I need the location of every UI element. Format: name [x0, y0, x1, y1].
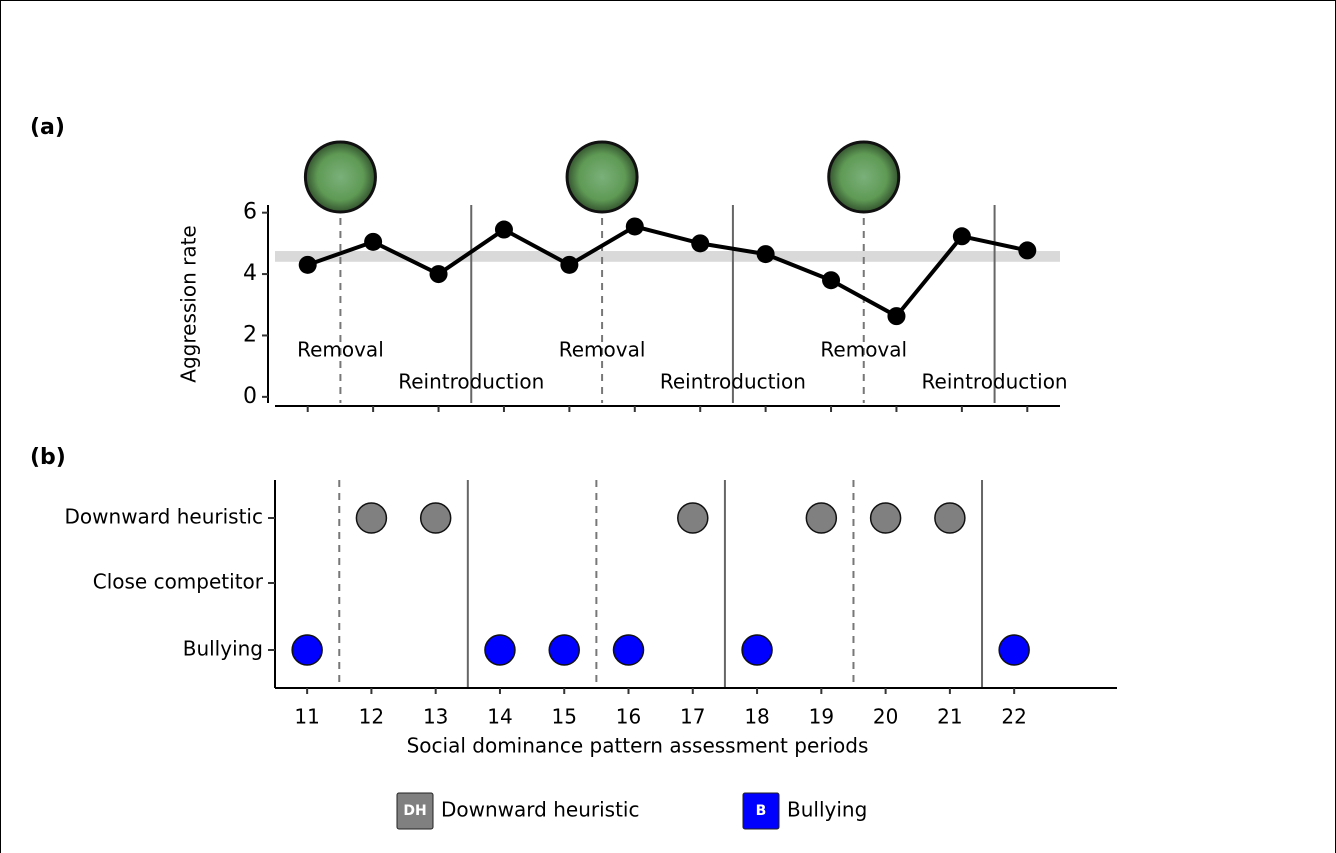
legend-label: Bullying: [787, 798, 867, 822]
legend-symbol: B: [756, 803, 767, 819]
x-axis-label: Social dominance pattern assessment peri…: [407, 734, 869, 758]
x-tick-label: 11: [294, 705, 319, 729]
y-axis-label: Aggression rate: [177, 225, 201, 382]
panel-label: (b): [30, 445, 66, 470]
phase-annotation: Reintroduction: [922, 370, 1068, 394]
phase-annotation: Removal: [559, 338, 646, 362]
phase-annotation: Removal: [820, 338, 907, 362]
phase-annotation: Removal: [297, 338, 384, 362]
frame: [1, 1, 1336, 853]
x-tick-label: 18: [744, 705, 769, 729]
data-point: [560, 256, 578, 274]
bird-photo: [829, 142, 899, 212]
y-tick-label: 0: [243, 384, 257, 409]
data-point: [999, 635, 1029, 665]
x-tick-label: 14: [487, 705, 512, 729]
data-point: [626, 217, 644, 235]
x-tick-label: 19: [809, 705, 834, 729]
data-point: [887, 307, 905, 325]
phase-annotation: Reintroduction: [660, 370, 806, 394]
data-point: [822, 271, 840, 289]
data-point: [871, 503, 901, 533]
data-point: [421, 503, 451, 533]
data-point: [806, 503, 836, 533]
legend-symbol: DH: [403, 803, 426, 819]
y-tick-label: 4: [243, 261, 257, 286]
data-point: [549, 635, 579, 665]
y-tick-label: Close competitor: [93, 570, 264, 594]
y-tick-label: Downward heuristic: [65, 505, 263, 529]
x-tick-label: 16: [616, 705, 641, 729]
data-point: [292, 635, 322, 665]
data-point: [691, 234, 709, 252]
data-point: [1018, 241, 1036, 259]
chart: (a) Removal Reintroduction Removal Reintrodu…: [0, 0, 1336, 853]
data-point: [356, 503, 386, 533]
bird-photo: [567, 142, 637, 212]
data-point: [935, 503, 965, 533]
data-point: [742, 635, 772, 665]
bird-photo: [305, 142, 375, 212]
data-point: [430, 265, 448, 283]
y-tick-label: 2: [243, 322, 257, 347]
x-tick-label: 13: [423, 705, 448, 729]
x-tick-label: 21: [937, 705, 962, 729]
x-tick-label: 22: [1001, 705, 1026, 729]
y-tick-label: Bullying: [183, 637, 263, 661]
data-point: [678, 503, 708, 533]
phase-annotation: Reintroduction: [398, 370, 544, 394]
data-point: [953, 227, 971, 245]
data-point: [495, 221, 513, 239]
data-point: [757, 245, 775, 263]
data-point: [485, 635, 515, 665]
data-point: [364, 233, 382, 251]
data-point: [614, 635, 644, 665]
data-point: [299, 256, 317, 274]
page: (a) Removal Reintroduction Removal Reintrodu…: [0, 0, 1336, 853]
panel-label: (a): [30, 115, 65, 140]
y-tick-label: 6: [243, 200, 257, 225]
x-tick-label: 15: [552, 705, 577, 729]
x-tick-label: 17: [680, 705, 705, 729]
legend-label: Downward heuristic: [441, 798, 639, 822]
x-tick-label: 12: [359, 705, 384, 729]
x-tick-label: 20: [873, 705, 898, 729]
